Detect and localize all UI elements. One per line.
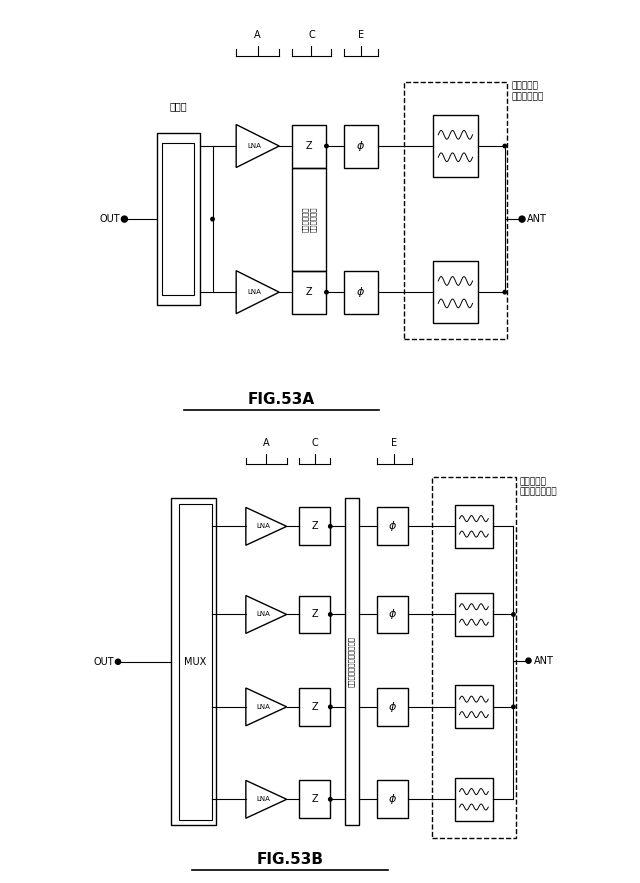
Text: $\phi$: $\phi$ <box>388 792 397 806</box>
Text: $\phi$: $\phi$ <box>388 519 397 533</box>
Circle shape <box>328 525 332 528</box>
Text: A: A <box>254 30 261 40</box>
Text: Z: Z <box>312 521 318 532</box>
Text: E: E <box>391 438 397 448</box>
Circle shape <box>324 291 328 294</box>
Text: Z: Z <box>312 609 318 620</box>
Circle shape <box>328 706 332 708</box>
Text: LNA: LNA <box>256 704 270 710</box>
Text: C: C <box>308 30 315 40</box>
Text: Z: Z <box>306 141 312 151</box>
Text: ANT: ANT <box>534 656 554 666</box>
Text: $\phi$: $\phi$ <box>388 700 397 713</box>
Circle shape <box>328 613 332 616</box>
Text: フィルタ／
ダイプレクサ: フィルタ／ ダイプレクサ <box>511 81 543 101</box>
Circle shape <box>211 217 214 221</box>
Text: ANT: ANT <box>527 214 547 224</box>
Text: $\phi$: $\phi$ <box>356 139 365 153</box>
Text: スイッチング
ネットワーク: スイッチング ネットワーク <box>302 207 316 232</box>
Text: Z: Z <box>306 287 312 298</box>
Text: Z: Z <box>312 702 318 712</box>
Text: OUT: OUT <box>99 214 120 224</box>
Text: LNA: LNA <box>247 143 261 149</box>
Text: LNA: LNA <box>256 611 270 617</box>
Circle shape <box>512 613 515 616</box>
Text: $\phi$: $\phi$ <box>356 285 365 299</box>
Text: LNA: LNA <box>256 524 270 529</box>
Text: LNA: LNA <box>256 796 270 803</box>
Circle shape <box>526 658 531 663</box>
Circle shape <box>503 144 507 147</box>
Text: FIG.53B: FIG.53B <box>257 852 323 867</box>
Circle shape <box>324 144 328 147</box>
Text: E: E <box>358 30 364 40</box>
Text: C: C <box>312 438 318 448</box>
Circle shape <box>519 216 525 223</box>
Text: A: A <box>263 438 269 448</box>
Text: OUT: OUT <box>93 657 114 667</box>
Circle shape <box>328 797 332 801</box>
Text: Z: Z <box>312 795 318 804</box>
Circle shape <box>503 291 507 294</box>
Text: FIG.53A: FIG.53A <box>248 392 315 407</box>
Text: フィルタ／
マルチプレクサ: フィルタ／ マルチプレクサ <box>520 477 557 496</box>
Text: $\phi$: $\phi$ <box>388 608 397 622</box>
Circle shape <box>512 706 515 708</box>
Text: LNA: LNA <box>247 289 261 295</box>
Circle shape <box>122 216 127 223</box>
Text: MUX: MUX <box>184 657 207 667</box>
Circle shape <box>115 660 120 664</box>
Text: 結合器: 結合器 <box>170 102 187 111</box>
Text: スイッチングネットワーク: スイッチングネットワーク <box>349 637 355 687</box>
